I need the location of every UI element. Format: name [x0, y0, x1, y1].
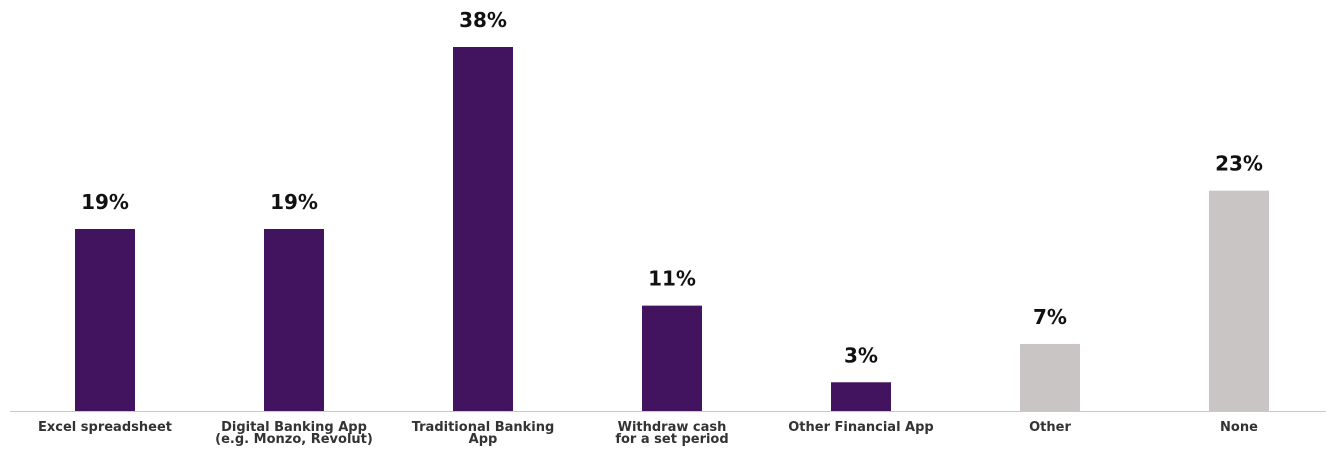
bar-4 [831, 382, 891, 411]
x-tick-label-1-line-0: Digital Banking App [221, 420, 367, 435]
labels-layer: 19% Excel spreadsheet 19% Digital Banking A… [38, 8, 1263, 447]
x-tick-label-1-line-1: (e.g. Monzo, Revolut) [215, 432, 373, 447]
x-tick-label-4: Other Financial App [788, 420, 933, 435]
bar-3 [642, 305, 702, 411]
bar-5 [1020, 343, 1080, 411]
x-tick-label-3-line-1: for a set period [615, 432, 728, 447]
data-label-3: 11% [648, 267, 696, 291]
data-label-0: 19% [81, 190, 129, 214]
data-label-5: 7% [1033, 305, 1067, 329]
x-tick-label-0: Excel spreadsheet [38, 420, 172, 435]
bars-layer [75, 47, 1269, 411]
x-tick-label-2-line-1: App [469, 432, 498, 447]
bar-1 [264, 229, 324, 411]
x-tick-label-5: Other [1029, 420, 1071, 435]
data-label-1: 19% [270, 190, 318, 214]
bar-2 [453, 47, 513, 411]
x-tick-label-6: None [1220, 420, 1258, 435]
data-label-2: 38% [459, 8, 507, 32]
data-label-6: 23% [1215, 152, 1263, 176]
x-tick-label-2-line-0: Traditional Banking [412, 420, 555, 435]
data-label-4: 3% [844, 343, 878, 367]
x-tick-label-3-line-0: Withdraw cash [618, 420, 727, 435]
bar-6 [1209, 190, 1269, 411]
bar-0 [75, 229, 135, 411]
